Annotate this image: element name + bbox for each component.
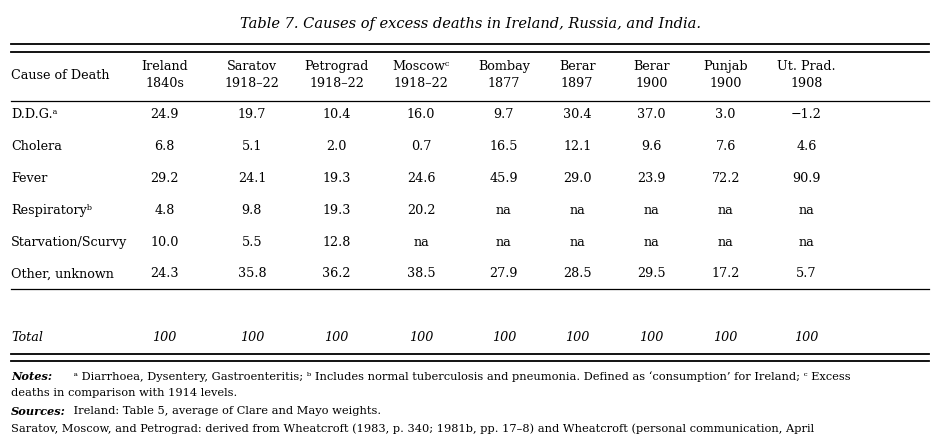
Text: 1840s: 1840s: [145, 76, 184, 90]
Text: 12.1: 12.1: [563, 140, 591, 153]
Text: Starvation/Scurvy: Starvation/Scurvy: [11, 236, 128, 249]
Text: Berar: Berar: [559, 60, 595, 73]
Text: 100: 100: [324, 331, 349, 344]
Text: na: na: [570, 204, 585, 217]
Text: 1918–22: 1918–22: [225, 76, 279, 90]
Text: na: na: [799, 236, 814, 249]
Text: 100: 100: [565, 331, 589, 344]
Text: na: na: [644, 236, 659, 249]
Text: na: na: [718, 204, 733, 217]
Text: 29.2: 29.2: [150, 172, 179, 185]
Text: 4.8: 4.8: [154, 204, 175, 217]
Text: Moscowᶜ: Moscowᶜ: [393, 60, 449, 73]
Text: 23.9: 23.9: [637, 172, 666, 185]
Text: 16.0: 16.0: [407, 108, 435, 121]
Text: deaths in comparison with 1914 levels.: deaths in comparison with 1914 levels.: [11, 388, 238, 399]
Text: 6.8: 6.8: [154, 140, 175, 153]
Text: 7.6: 7.6: [715, 140, 736, 153]
Text: 24.1: 24.1: [238, 172, 266, 185]
Text: −1.2: −1.2: [791, 108, 822, 121]
Text: Berar: Berar: [634, 60, 669, 73]
Text: Ut. Prad.: Ut. Prad.: [777, 60, 836, 73]
Text: 100: 100: [639, 331, 664, 344]
Text: Saratov, Moscow, and Petrograd: derived from Wheatcroft (1983, p. 340; 1981b, pp: Saratov, Moscow, and Petrograd: derived …: [11, 423, 814, 434]
Text: 29.5: 29.5: [637, 267, 666, 281]
Text: 24.9: 24.9: [150, 108, 179, 121]
Text: 100: 100: [713, 331, 738, 344]
Text: 20.2: 20.2: [407, 204, 435, 217]
Text: 90.9: 90.9: [792, 172, 821, 185]
Text: 1918–22: 1918–22: [394, 76, 448, 90]
Text: 5.7: 5.7: [796, 267, 817, 281]
Text: ᵃ Diarrhoea, Dysentery, Gastroenteritis; ᵇ Includes normal tuberculosis and pneu: ᵃ Diarrhoea, Dysentery, Gastroenteritis;…: [70, 371, 851, 382]
Text: Ireland: Table 5, average of Clare and Mayo weights.: Ireland: Table 5, average of Clare and M…: [70, 406, 382, 416]
Text: 37.0: 37.0: [637, 108, 666, 121]
Text: na: na: [570, 236, 585, 249]
Text: Bombay: Bombay: [478, 60, 530, 73]
Text: Ireland: Ireland: [141, 60, 188, 73]
Text: 1897: 1897: [561, 76, 593, 90]
Text: 2.0: 2.0: [326, 140, 347, 153]
Text: na: na: [496, 204, 511, 217]
Text: 30.4: 30.4: [563, 108, 591, 121]
Text: 1900: 1900: [635, 76, 667, 90]
Text: 24.6: 24.6: [407, 172, 435, 185]
Text: Saratov: Saratov: [227, 60, 277, 73]
Text: Respiratoryᵇ: Respiratoryᵇ: [11, 204, 92, 217]
Text: Fever: Fever: [11, 172, 48, 185]
Text: 100: 100: [240, 331, 264, 344]
Text: 1900: 1900: [710, 76, 742, 90]
Text: Notes:: Notes:: [11, 371, 53, 382]
Text: 35.8: 35.8: [238, 267, 266, 281]
Text: 1908: 1908: [791, 76, 822, 90]
Text: D.D.G.ᵃ: D.D.G.ᵃ: [11, 108, 57, 121]
Text: 100: 100: [409, 331, 433, 344]
Text: 45.9: 45.9: [490, 172, 518, 185]
Text: 4.6: 4.6: [796, 140, 817, 153]
Text: 16.5: 16.5: [490, 140, 518, 153]
Text: na: na: [496, 236, 511, 249]
Text: Punjab: Punjab: [703, 60, 748, 73]
Text: na: na: [799, 204, 814, 217]
Text: 19.3: 19.3: [322, 172, 351, 185]
Text: Cause of Death: Cause of Death: [11, 69, 110, 82]
Text: 5.1: 5.1: [242, 140, 262, 153]
Text: 0.7: 0.7: [411, 140, 431, 153]
Text: na: na: [414, 236, 429, 249]
Text: 24.3: 24.3: [150, 267, 179, 281]
Text: Petrograd: Petrograd: [305, 60, 368, 73]
Text: 28.5: 28.5: [563, 267, 591, 281]
Text: 9.8: 9.8: [242, 204, 262, 217]
Text: 3.0: 3.0: [715, 108, 736, 121]
Text: 38.5: 38.5: [407, 267, 435, 281]
Text: 27.9: 27.9: [490, 267, 518, 281]
Text: 1877: 1877: [488, 76, 520, 90]
Text: 29.0: 29.0: [563, 172, 591, 185]
Text: 19.3: 19.3: [322, 204, 351, 217]
Text: 1918–22: 1918–22: [309, 76, 364, 90]
Text: 17.2: 17.2: [712, 267, 740, 281]
Text: 9.6: 9.6: [641, 140, 662, 153]
Text: Total: Total: [11, 331, 43, 344]
Text: 10.0: 10.0: [150, 236, 179, 249]
Text: 36.2: 36.2: [322, 267, 351, 281]
Text: 100: 100: [152, 331, 177, 344]
Text: Sources:: Sources:: [11, 406, 66, 417]
Text: na: na: [644, 204, 659, 217]
Text: 100: 100: [492, 331, 516, 344]
Text: 72.2: 72.2: [712, 172, 740, 185]
Text: 9.7: 9.7: [494, 108, 514, 121]
Text: na: na: [718, 236, 733, 249]
Text: 12.8: 12.8: [322, 236, 351, 249]
Text: 10.4: 10.4: [322, 108, 351, 121]
Text: Other, unknown: Other, unknown: [11, 267, 114, 281]
Text: 5.5: 5.5: [242, 236, 262, 249]
Text: 100: 100: [794, 331, 819, 344]
Text: Cholera: Cholera: [11, 140, 62, 153]
Text: Table 7. Causes of excess deaths in Ireland, Russia, and India.: Table 7. Causes of excess deaths in Irel…: [240, 17, 700, 31]
Text: 19.7: 19.7: [238, 108, 266, 121]
